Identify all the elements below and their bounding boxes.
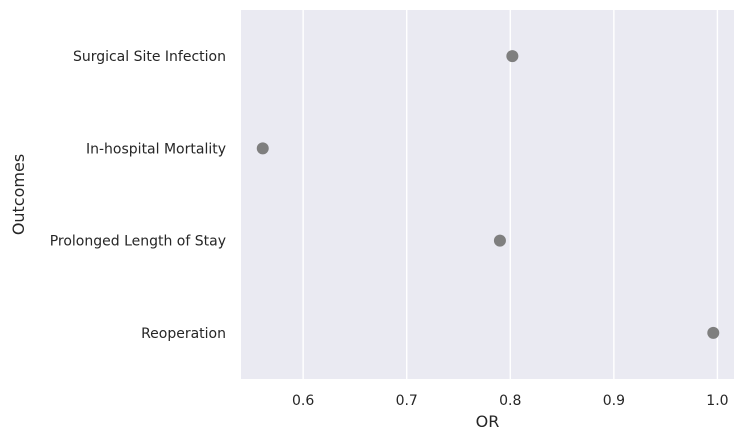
x-axis-ticks: 0.6 0.7 0.8 0.9 1.0 — [292, 393, 729, 409]
x-axis-label: OR — [476, 412, 500, 431]
y-tick-label: In-hospital Mortality — [86, 141, 226, 157]
plot-area — [241, 10, 734, 379]
data-point — [493, 234, 506, 247]
x-tick-label: 1.0 — [706, 393, 728, 409]
data-point — [256, 142, 269, 155]
data-point — [707, 326, 720, 339]
x-tick-label: 0.9 — [603, 393, 625, 409]
x-tick-label: 0.6 — [292, 393, 314, 409]
y-axis-label: Outcomes — [9, 154, 28, 235]
y-tick-label: Reoperation — [141, 326, 226, 342]
gridlines — [302, 10, 719, 379]
x-tick-label: 0.8 — [499, 393, 521, 409]
data-point — [506, 50, 519, 63]
y-tick-label: Prolonged Length of Stay — [50, 234, 226, 250]
y-tick-label: Surgical Site Infection — [73, 49, 226, 65]
y-axis-ticks: Surgical Site Infection In-hospital Morta… — [50, 49, 226, 342]
x-tick-label: 0.7 — [396, 393, 418, 409]
data-points — [256, 50, 720, 339]
